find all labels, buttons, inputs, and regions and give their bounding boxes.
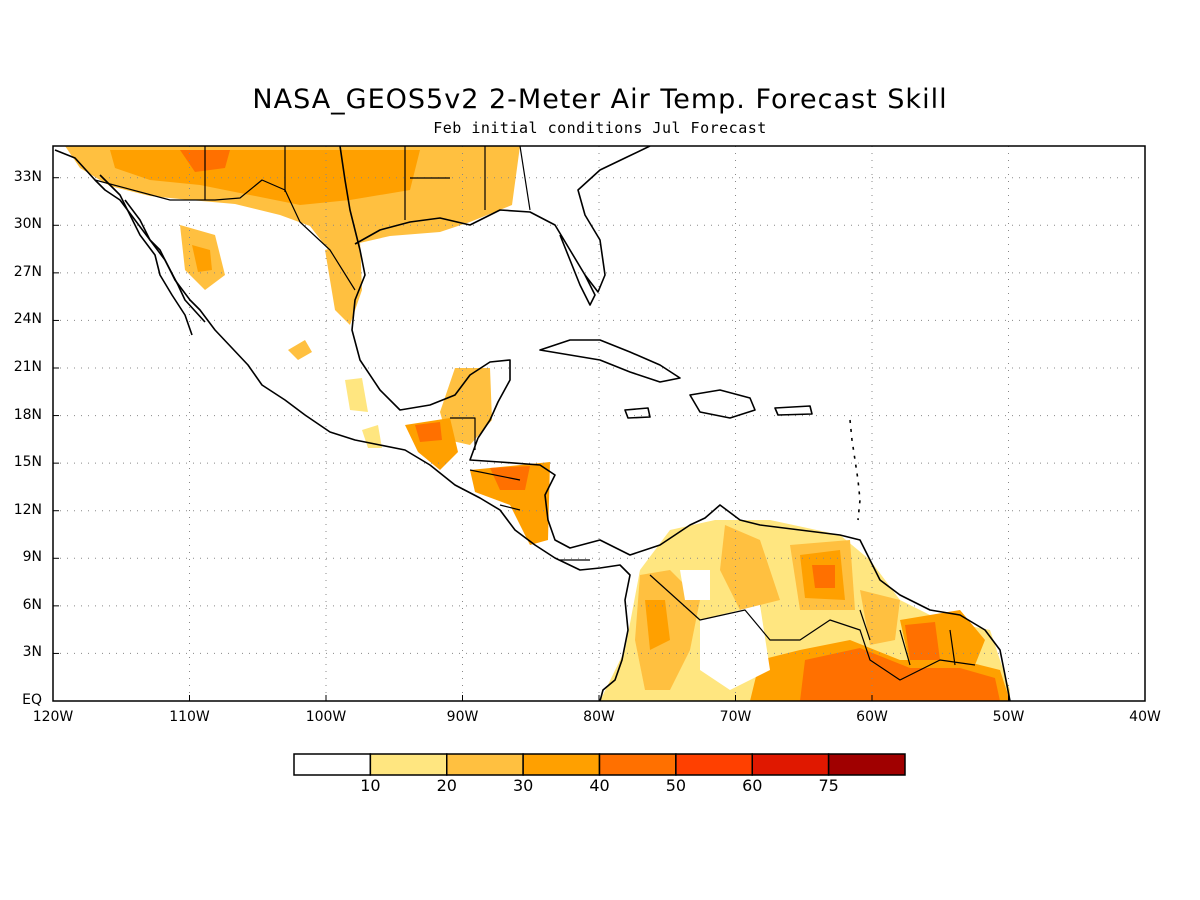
lat-label: 3N: [22, 644, 42, 661]
coastline-caribbean-central-america: [469, 437, 1011, 701]
skill-region-yucatan: [440, 368, 492, 445]
skill-region-venezuela: [720, 525, 780, 610]
lat-label: 15N: [13, 454, 42, 471]
coastline-gulf: [339, 146, 511, 439]
coastlines: [54, 146, 1011, 701]
skill-region-guianas-core: [905, 622, 940, 660]
colorbar-swatch: [751, 753, 830, 776]
lon-label: 40W: [1129, 709, 1161, 725]
coastline-lesser-antilles: [849, 419, 861, 521]
skill-region-gap-a: [680, 570, 710, 600]
colorbar-label: 50: [665, 776, 687, 795]
coastline-florida: [577, 146, 651, 293]
colorbar-swatch: [293, 753, 372, 776]
lon-label: 70W: [719, 709, 752, 725]
coastline-baja: [99, 174, 193, 336]
lon-label: 50W: [992, 709, 1025, 725]
colorbar-swatch: [675, 753, 753, 776]
lon-label: 100W: [305, 709, 347, 725]
axis-ticks: [52, 177, 1146, 702]
skill-shading: [65, 146, 1010, 701]
skill-region-gap-b: [700, 605, 770, 690]
skill-region-venezuela-east-peak: [812, 565, 835, 588]
lat-label: 21N: [13, 359, 42, 375]
colorbar-label: 20: [436, 776, 457, 795]
lon-label: 110W: [169, 709, 210, 725]
skill-region-central-mexico-a: [288, 340, 312, 360]
skill-region-honduras: [470, 462, 550, 545]
map-grid: [53, 146, 1145, 701]
colorbar-label: 60: [742, 776, 763, 795]
lat-label: EQ: [22, 692, 42, 708]
colorbar: [293, 753, 906, 776]
map-frame: [52, 145, 1146, 702]
lat-label: 6N: [22, 596, 42, 613]
skill-region-central-mexico-b: [345, 378, 368, 412]
skill-region-guyana: [860, 590, 900, 645]
map-title: NASA_GEOS5v2 2-Meter Air Temp. Forecast …: [252, 84, 948, 115]
lon-label: 80W: [583, 709, 615, 725]
colorbar-swatch: [369, 753, 448, 776]
skill-region-amazon-core: [800, 648, 1000, 701]
colorbar-label: 40: [589, 776, 610, 795]
colorbar-swatch: [522, 753, 601, 776]
colorbar-label: 75: [818, 776, 839, 795]
border-us-states: [204, 146, 531, 220]
coastline-cuba: [539, 339, 681, 383]
lat-label: 30N: [13, 216, 42, 233]
lon-label: 60W: [856, 709, 888, 725]
lon-label: 120W: [32, 709, 74, 725]
lat-label: 12N: [13, 501, 42, 518]
lat-label: 9N: [22, 549, 42, 566]
coastline-baja-east: [124, 199, 206, 323]
colorbar-swatch: [598, 753, 677, 776]
lon-label: 90W: [446, 709, 479, 725]
border-south-america: [649, 574, 976, 681]
border-central-america: [450, 417, 590, 561]
map-subtitle: Feb initial conditions Jul Forecast: [433, 119, 767, 137]
colorbar-swatch: [827, 753, 906, 776]
border-us-mexico: [94, 179, 356, 291]
colorbar-label: 10: [360, 776, 381, 795]
lat-label: 24N: [13, 311, 42, 328]
skill-region-ne-mexico: [325, 240, 362, 325]
skill-region-sonora-core: [192, 245, 212, 272]
colorbar-label: 30: [512, 776, 534, 795]
lat-label: 27N: [13, 263, 42, 280]
skill-region-colombia-core: [645, 600, 670, 650]
lat-label: 18N: [13, 406, 42, 423]
coastline-hispaniola: [689, 389, 756, 419]
skill-region-guatemala-peak: [415, 422, 442, 442]
colorbar-swatch: [446, 753, 524, 776]
coastline-puerto-rico: [774, 405, 813, 416]
lat-label: 33N: [13, 168, 42, 185]
coastline-gulf-north: [354, 209, 596, 306]
coastline-jamaica: [624, 407, 651, 419]
